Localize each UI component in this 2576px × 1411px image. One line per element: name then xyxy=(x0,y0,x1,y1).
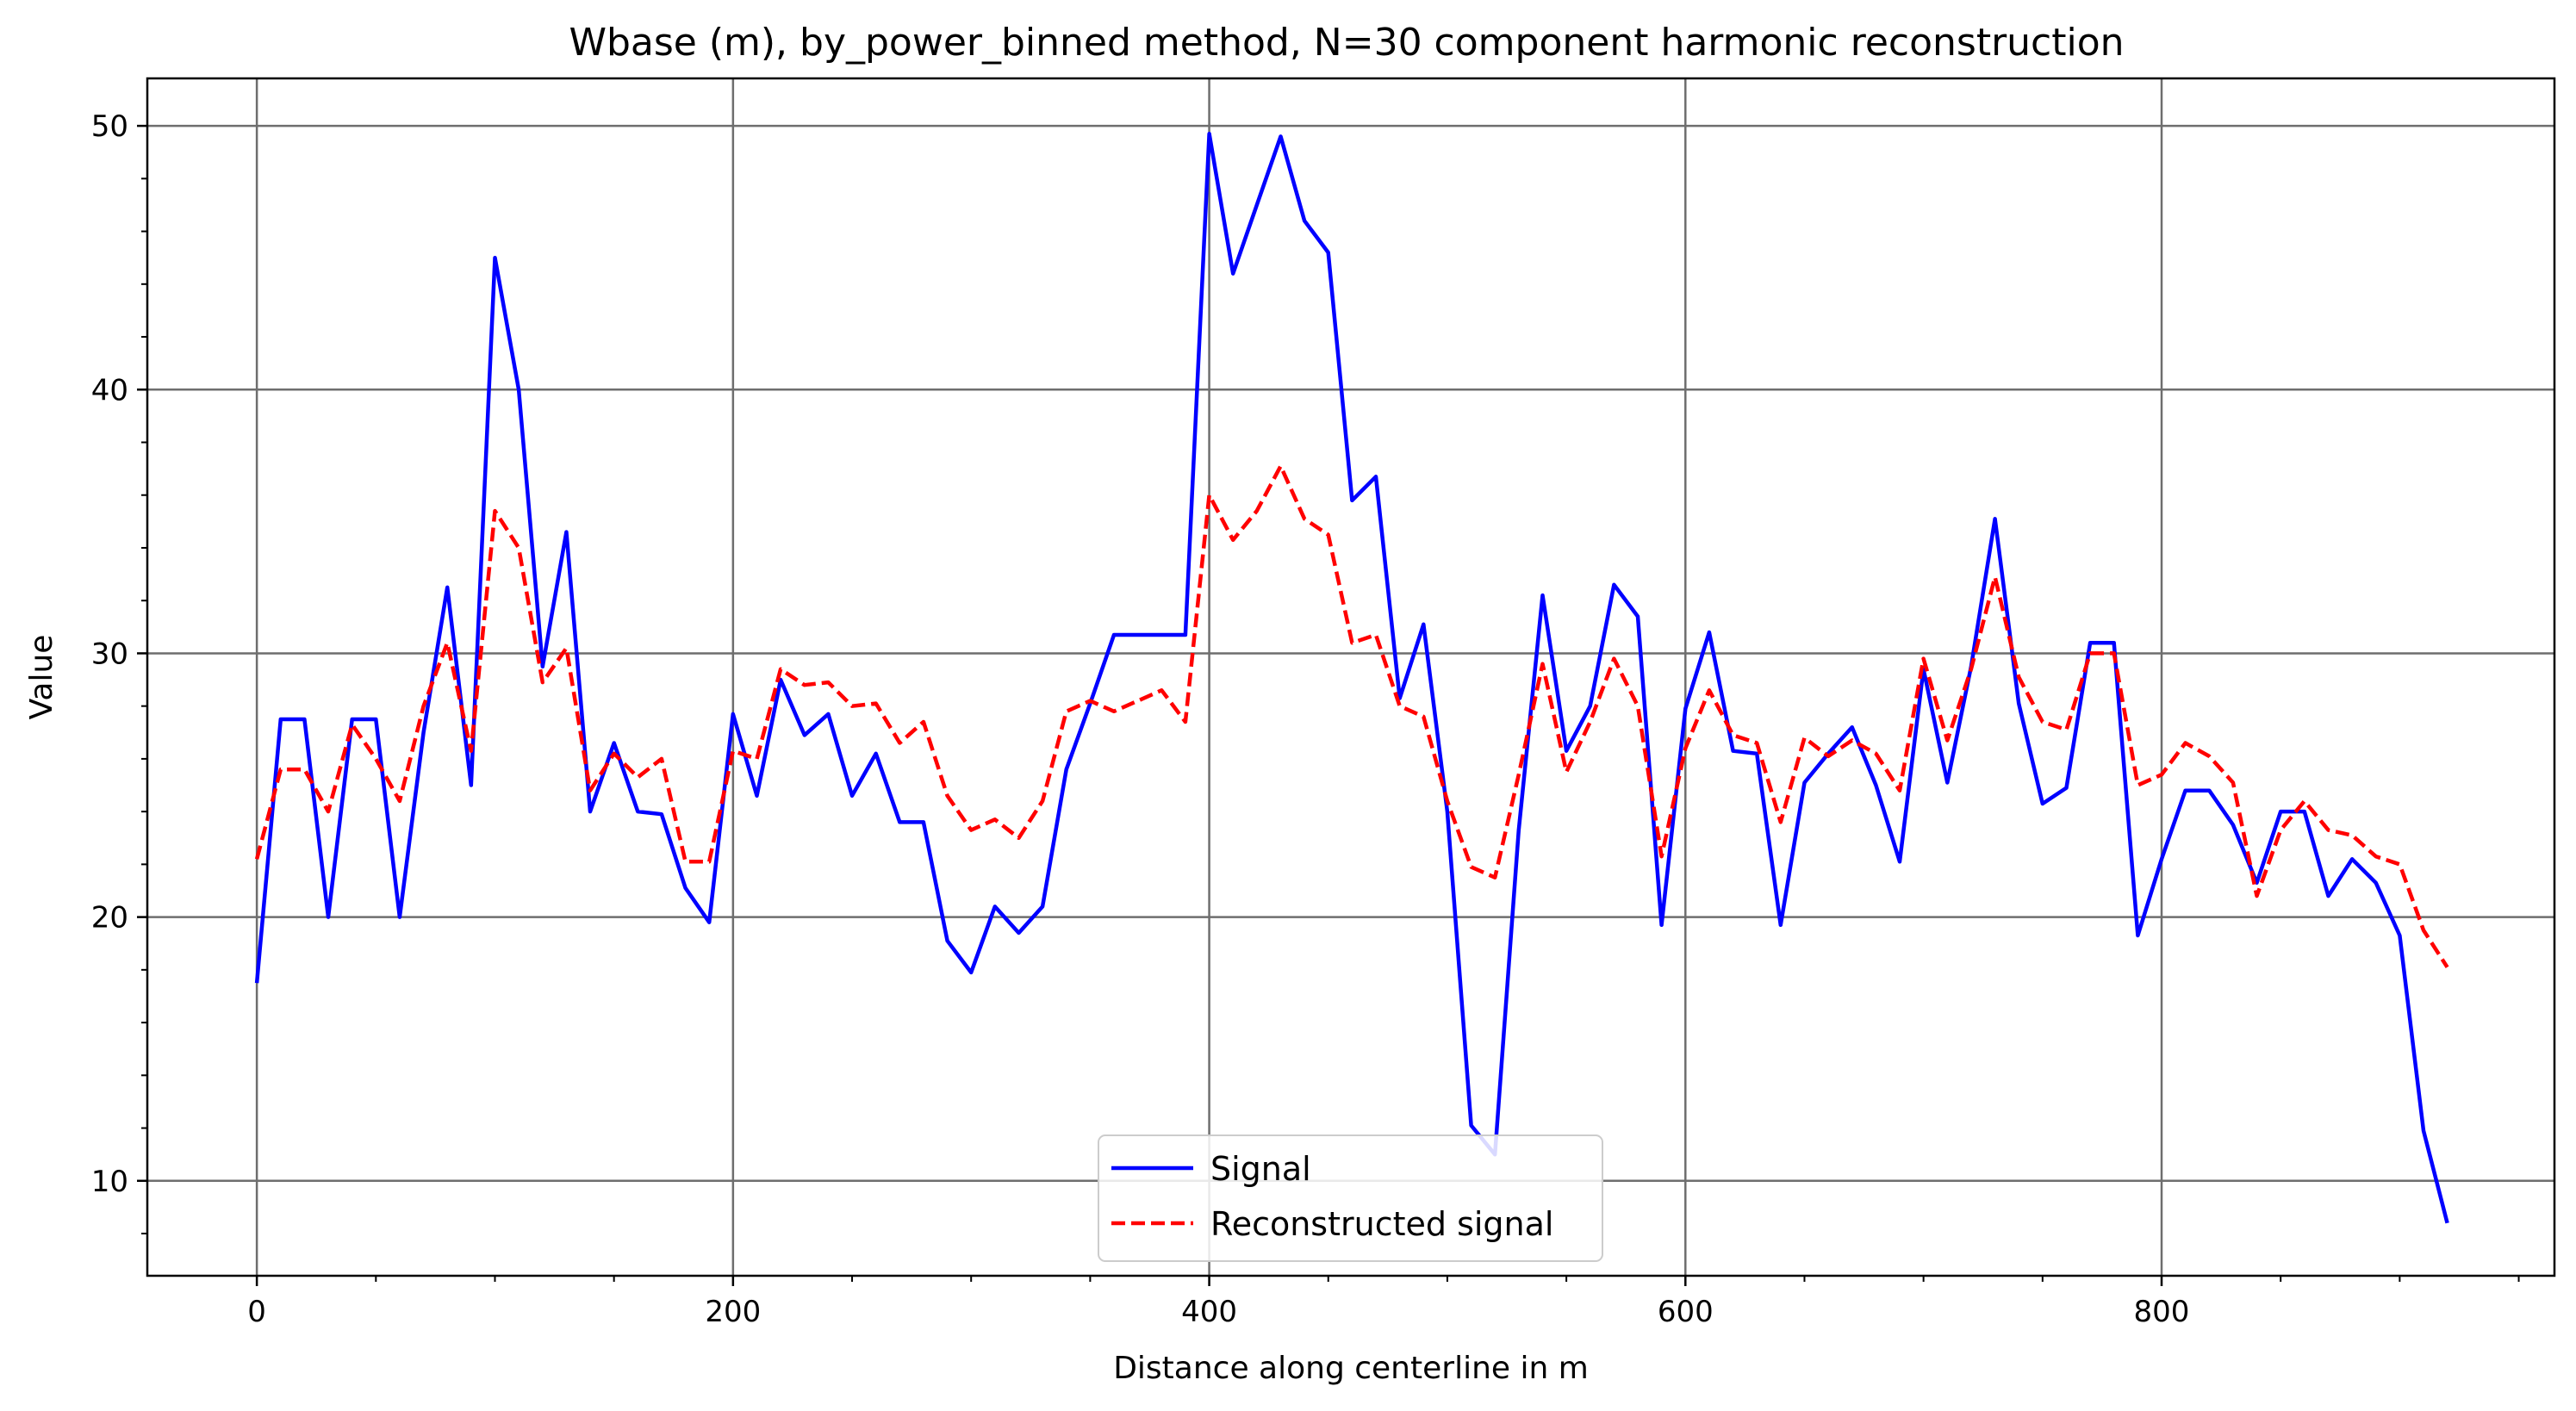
x-tick-labels: 0 200 400 600 800 xyxy=(247,1295,2189,1329)
chart-title: Wbase (m), by_power_binned method, N=30 … xyxy=(569,21,2124,65)
plot-background xyxy=(147,78,2554,1276)
legend: Signal Reconstructed signal xyxy=(1098,1134,1603,1262)
legend-label-signal: Signal xyxy=(1210,1150,1311,1188)
legend-box xyxy=(1098,1134,1603,1262)
x-axis-label: Distance along centerline in m xyxy=(1113,1351,1589,1386)
plot-area xyxy=(137,77,2556,1286)
y-tick-label: 40 xyxy=(91,373,128,407)
series-line-reconstructed-signal xyxy=(254,463,2449,969)
series-layer xyxy=(254,132,2449,1224)
series-line-signal xyxy=(254,132,2449,1224)
x-tick-label: 0 xyxy=(247,1295,266,1329)
y-axis-label: Value xyxy=(24,635,59,720)
y-tick-labels: 10 20 30 40 50 xyxy=(91,109,128,1199)
x-tick-label: 200 xyxy=(705,1295,761,1329)
y-tick-label: 30 xyxy=(91,637,128,671)
x-tick-label: 600 xyxy=(1658,1295,1714,1329)
plot-frame xyxy=(146,77,2556,1277)
y-tick-label: 50 xyxy=(91,109,128,144)
x-tick-label: 800 xyxy=(2134,1295,2190,1329)
legend-label-reconstructed-signal: Reconstructed signal xyxy=(1210,1205,1553,1243)
x-tick-label: 400 xyxy=(1181,1295,1237,1329)
major-ticks xyxy=(137,124,2163,1286)
y-tick-label: 20 xyxy=(91,901,128,935)
y-tick-label: 10 xyxy=(91,1165,128,1199)
